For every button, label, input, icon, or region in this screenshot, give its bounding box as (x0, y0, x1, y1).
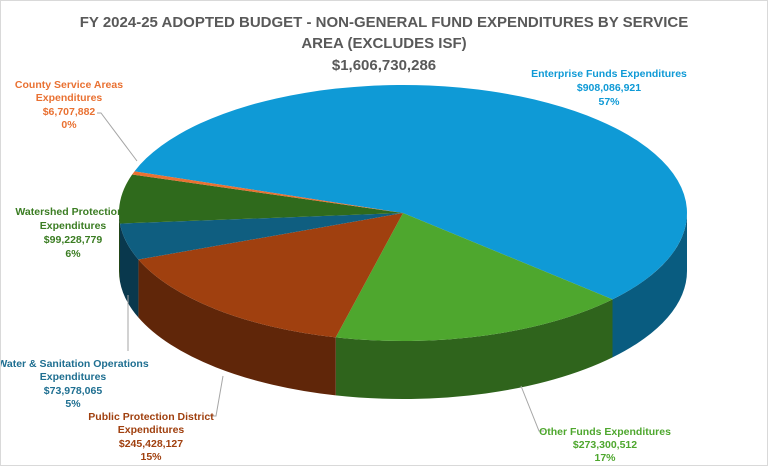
pie-side-1 (335, 299, 613, 399)
label-percent: 15% (140, 451, 162, 463)
label-percent: 17% (594, 452, 616, 464)
pie-slice-2 (138, 213, 403, 338)
label-name: County Service Areas (15, 79, 123, 91)
leader-line-other (520, 385, 544, 432)
chart-total: $1,606,730,286 (332, 57, 436, 74)
leader-line-public (209, 375, 224, 417)
pie-side-4 (119, 213, 120, 282)
label-value: $245,428,127 (119, 438, 183, 450)
label-percent: 57% (598, 96, 620, 108)
chart-title-line2: AREA (EXCLUDES ISF) (301, 35, 466, 52)
label-name-2: Expenditures (118, 424, 185, 436)
pie-side-2 (138, 259, 336, 396)
pie-slice-0 (134, 85, 687, 300)
label-name-2: Expenditures (40, 220, 107, 232)
pie-slice-1 (335, 213, 613, 341)
label-county-service: County Service Areas Expenditures $6,707… (15, 79, 123, 131)
label-value: $273,300,512 (573, 439, 637, 451)
label-name-2: Expenditures (36, 92, 103, 104)
label-percent: 0% (61, 119, 77, 131)
label-name: Public Protection District (88, 411, 214, 423)
label-name: Enterprise Funds Expenditures (531, 68, 687, 80)
label-percent: 5% (65, 398, 81, 410)
label-value: $908,086,921 (577, 82, 641, 94)
label-value: $99,228,779 (44, 234, 103, 246)
pie-slice-5 (132, 171, 403, 213)
label-value: $73,978,065 (44, 385, 103, 397)
pie-side-0 (612, 213, 687, 358)
leader-lines (97, 112, 544, 432)
label-public-protection: Public Protection District Expenditures … (88, 411, 214, 463)
label-enterprise: Enterprise Funds Expenditures $908,086,9… (531, 68, 687, 108)
label-value: $6,707,882 (43, 106, 96, 118)
pie-slice-3 (119, 213, 404, 260)
label-other: Other Funds Expenditures $273,300,512 17… (539, 426, 671, 464)
chart-title-line1: FY 2024-25 ADOPTED BUDGET - NON-GENERAL … (80, 14, 688, 31)
label-name: Water & Sanitation Operations (1, 358, 149, 370)
pie-slice-4 (118, 174, 403, 224)
pie-side-3 (119, 223, 139, 318)
label-water-sanitation: Water & Sanitation Operations Expenditur… (1, 358, 149, 410)
leader-line-county (97, 112, 138, 162)
label-name-2: Expenditures (40, 371, 107, 383)
label-percent: 6% (65, 248, 81, 260)
label-name: Other Funds Expenditures (539, 426, 671, 438)
